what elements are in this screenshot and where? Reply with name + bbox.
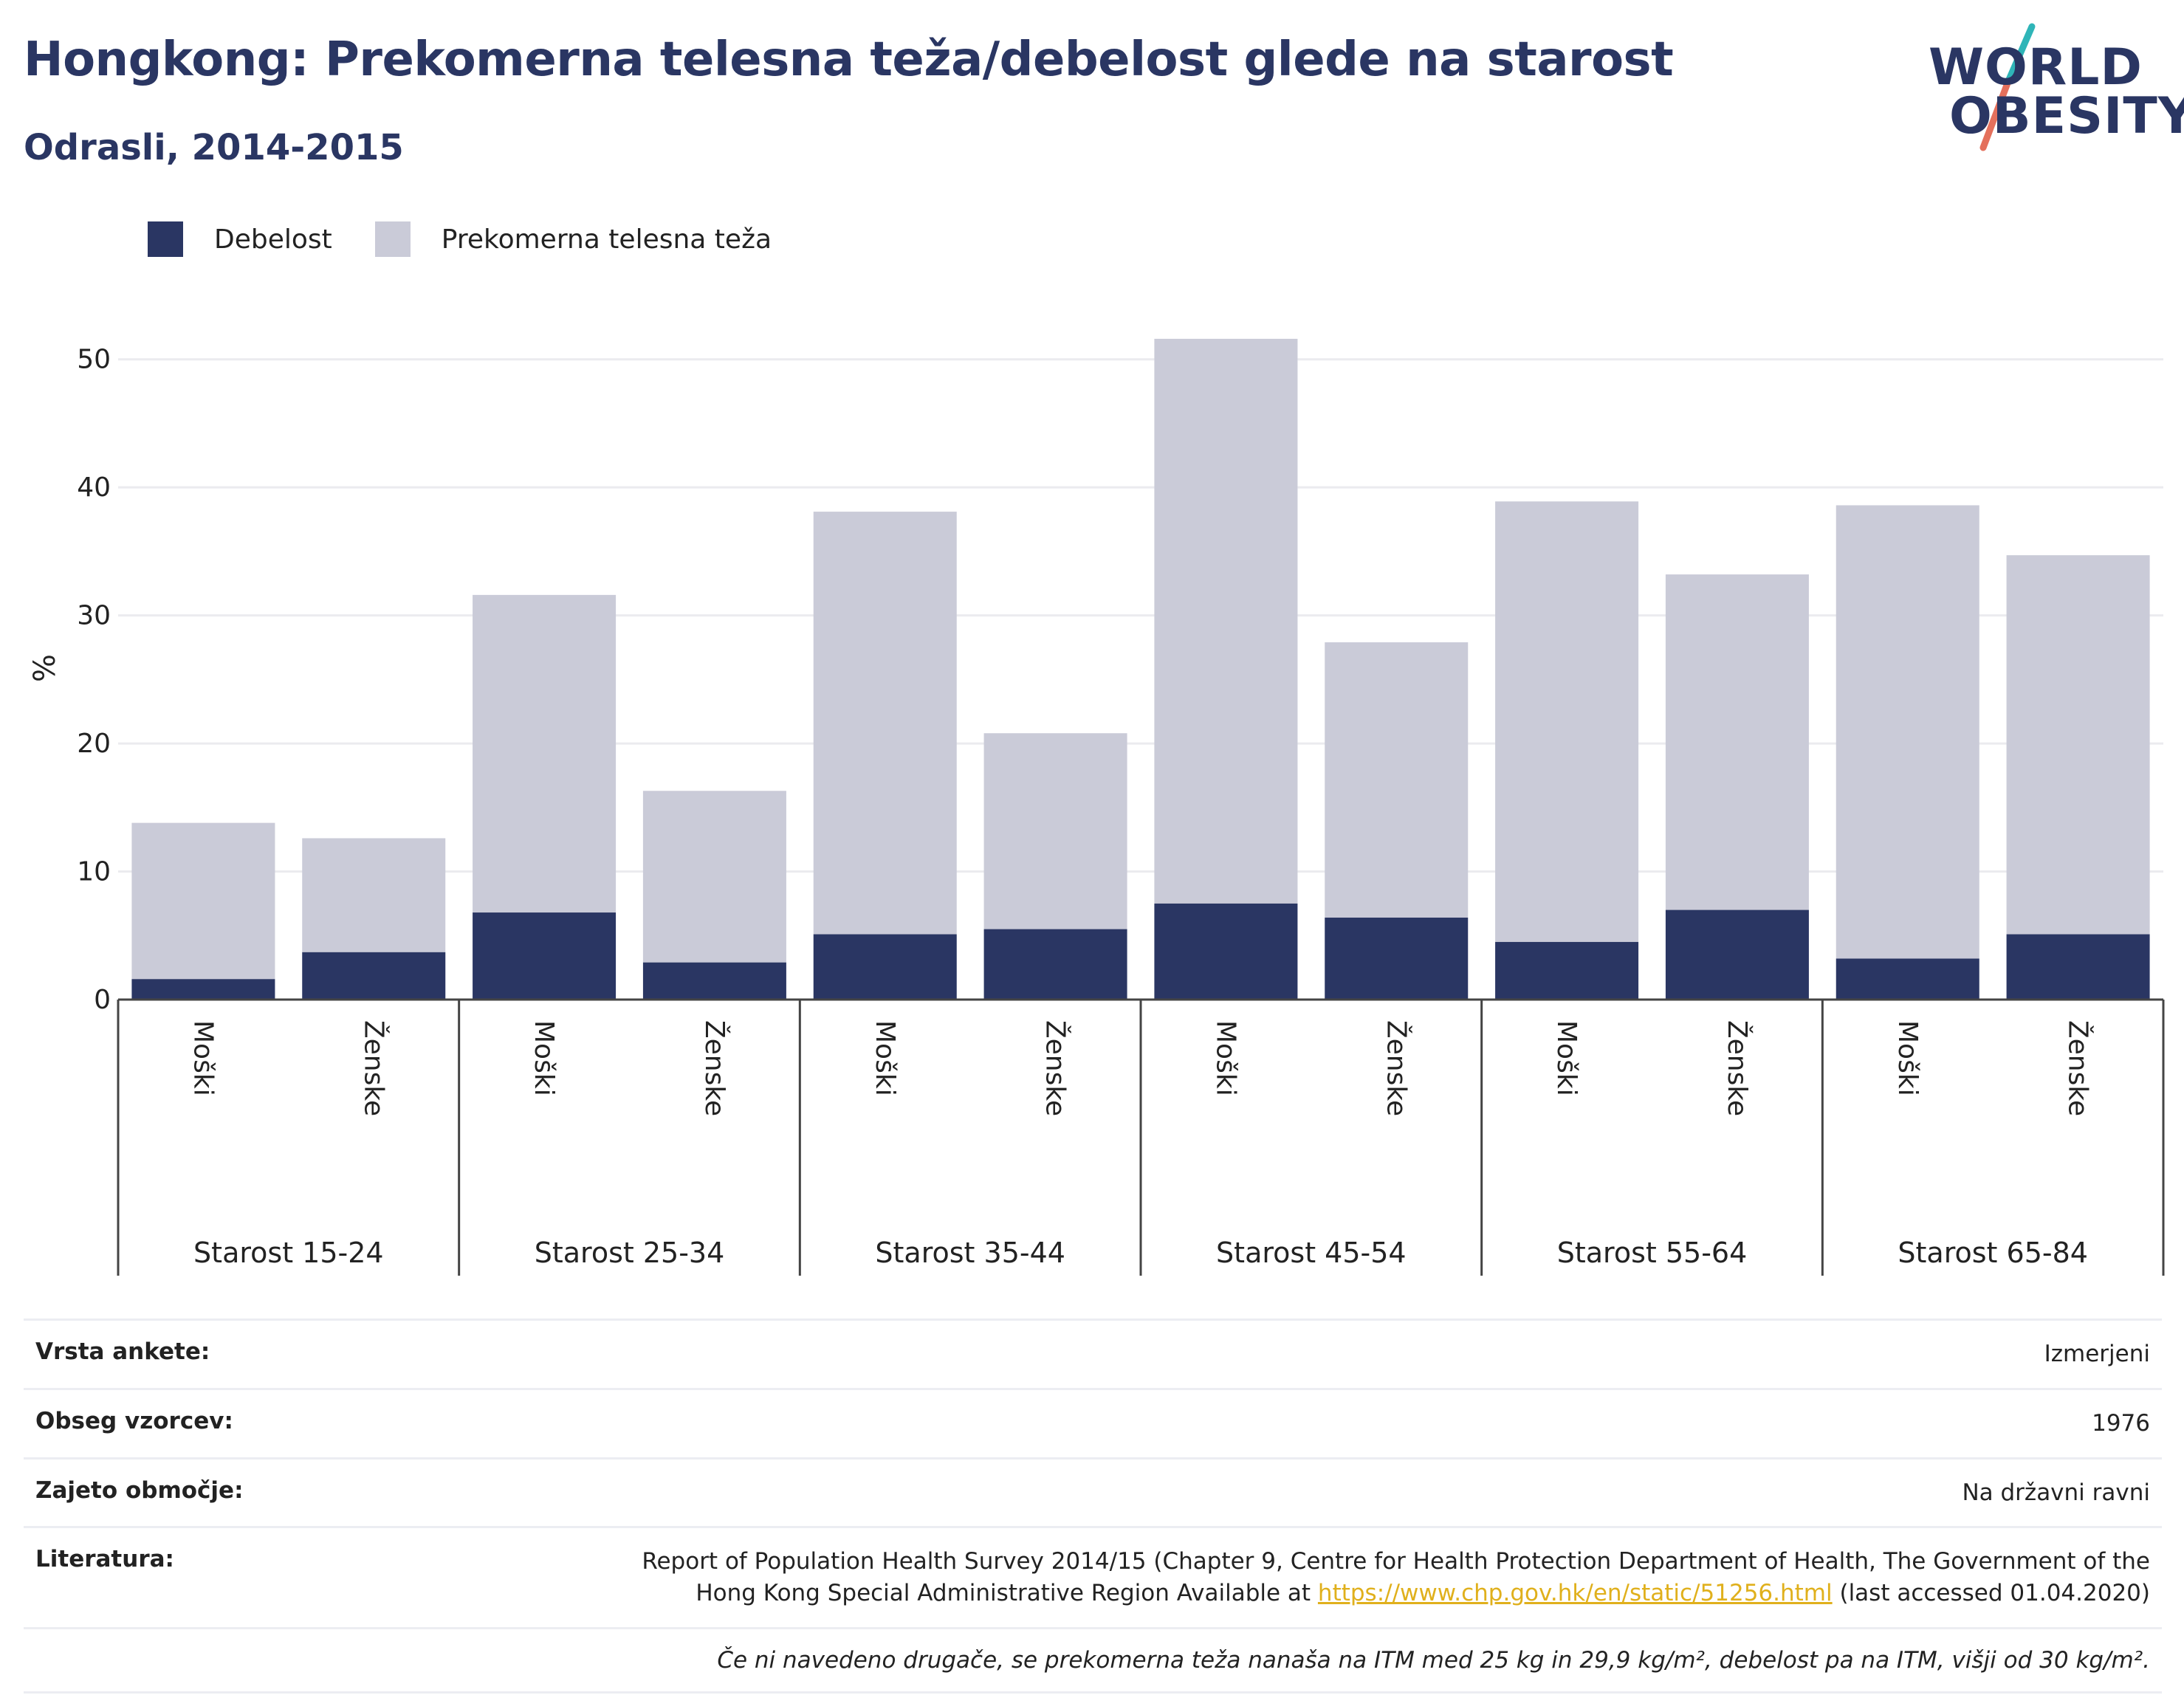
x-subcategory-label: Ženske	[358, 1020, 389, 1116]
bar-obesity	[1154, 903, 1298, 1000]
info-key-sample-size: Obseg vzorcev:	[35, 1407, 233, 1434]
bar-obesity	[983, 929, 1127, 1000]
world-obesity-logo: WORLD OBESITY	[1920, 22, 2184, 155]
bar-overweight	[1665, 574, 1809, 910]
literature-line2-before: Hong Kong Special Administrative Region …	[696, 1580, 1318, 1607]
chart-legend: Debelost Prekomerna telesna teža	[148, 221, 814, 257]
x-subcategory-label: Ženske	[699, 1020, 730, 1116]
x-subcategory-label: Moški	[1892, 1020, 1923, 1096]
x-subcategory-label: Ženske	[1722, 1020, 1753, 1116]
bar-obesity	[2006, 934, 2150, 1000]
info-value-survey-type: Izmerjeni	[2044, 1341, 2150, 1367]
legend-item-overweight: Prekomerna telesna teža	[374, 221, 772, 257]
literature-line1: Report of Population Health Survey 2014/…	[642, 1548, 2150, 1575]
legend-item-obesity: Debelost	[148, 221, 332, 257]
y-axis-label: %	[28, 654, 62, 682]
bar-overweight	[131, 822, 275, 980]
x-subcategory-label: Moški	[1210, 1020, 1240, 1096]
info-row-sample-size: Obseg vzorcev: 1976	[24, 1387, 2162, 1457]
bar-overweight	[473, 594, 617, 913]
bar-obesity	[1836, 958, 1979, 1000]
bar-overweight	[642, 791, 786, 963]
bar-chart: 0 10 20 30 40 50% Moški Ženske Starost 15-24 Mošk…	[28, 338, 2165, 1276]
definition-note: Če ni navedeno drugače, se prekomerna te…	[717, 1646, 2150, 1674]
bar-obesity	[1665, 910, 1809, 1000]
info-row-literature: Literatura: Report of Population Health …	[24, 1526, 2162, 1627]
bar-obesity	[1495, 941, 1639, 1000]
info-row-coverage: Zajeto območje: Na državni ravni	[24, 1457, 2162, 1527]
bar-overweight	[813, 512, 957, 935]
y-tick-label: 30	[77, 601, 111, 631]
legend-swatch-obesity	[148, 221, 183, 257]
y-tick-label: 10	[77, 857, 111, 887]
logo-slash-icon	[1979, 23, 2036, 151]
x-subcategory-label: Moški	[1551, 1020, 1582, 1096]
bar-overweight	[1836, 505, 1979, 959]
x-subcategory-label: Ženske	[1381, 1020, 1412, 1116]
legend-swatch-overweight	[374, 221, 411, 257]
bar-overweight	[1495, 501, 1639, 942]
legend-label-overweight: Prekomerna telesna teža	[441, 224, 772, 255]
x-group-label: Starost 45-54	[1216, 1237, 1407, 1269]
literature-link[interactable]: https://www.chp.gov.hk/en/static/51256.h…	[1317, 1580, 1833, 1607]
x-subcategory-label: Ženske	[2063, 1020, 2094, 1116]
bar-overweight	[1154, 338, 1298, 904]
info-row-note: Če ni navedeno drugače, se prekomerna te…	[24, 1626, 2162, 1694]
bar-obesity	[642, 962, 786, 1000]
info-value-literature: Report of Population Health Survey 2014/…	[614, 1546, 2150, 1609]
chart-subtitle: Odrasli, 2014-2015	[24, 127, 404, 168]
info-key-coverage: Zajeto območje:	[35, 1476, 244, 1504]
info-value-coverage: Na državni ravni	[1962, 1479, 2150, 1506]
bar-obesity	[302, 952, 446, 1000]
x-group-label: Starost 55-64	[1557, 1237, 1748, 1269]
info-key-literature: Literatura:	[35, 1546, 174, 1573]
logo-line1: WORLD	[1929, 38, 2143, 97]
y-tick-label: 40	[77, 472, 111, 503]
x-subcategory-label: Moški	[870, 1020, 900, 1096]
legend-label-obesity: Debelost	[214, 224, 332, 255]
bar-obesity	[813, 934, 957, 1000]
info-row-survey-type: Vrsta ankete: Izmerjeni	[24, 1318, 2162, 1388]
x-group-label: Starost 25-34	[535, 1237, 725, 1269]
bar-obesity	[1325, 917, 1469, 1000]
x-subcategory-label: Ženske	[1040, 1020, 1071, 1116]
info-value-sample-size: 1976	[2092, 1409, 2150, 1437]
info-key-survey-type: Vrsta ankete:	[35, 1338, 210, 1365]
bar-overweight	[1325, 642, 1469, 918]
y-tick-label: 20	[77, 729, 111, 759]
bar-overweight	[983, 733, 1127, 929]
literature-line2-after: (last accessed 01.04.2020)	[1832, 1580, 2150, 1607]
y-tick-label: 50	[77, 345, 111, 375]
survey-info-table: Vrsta ankete: Izmerjeni Obseg vzorcev: 1…	[24, 1318, 2162, 1694]
x-group-label: Starost 35-44	[875, 1237, 1065, 1269]
x-subcategory-label: Moški	[529, 1020, 559, 1096]
bar-overweight	[302, 838, 446, 952]
bar-obesity	[131, 979, 275, 1000]
bar-obesity	[473, 912, 617, 1000]
x-group-label: Starost 65-84	[1898, 1237, 2088, 1269]
logo-line2: OBESITY	[1949, 87, 2184, 145]
chart-title: Hongkong: Prekomerna telesna teža/debelo…	[24, 32, 1674, 87]
y-tick-label: 0	[94, 985, 111, 1015]
x-group-label: Starost 15-24	[193, 1237, 384, 1269]
bar-overweight	[2006, 555, 2150, 935]
x-subcategory-label: Moški	[188, 1020, 218, 1096]
